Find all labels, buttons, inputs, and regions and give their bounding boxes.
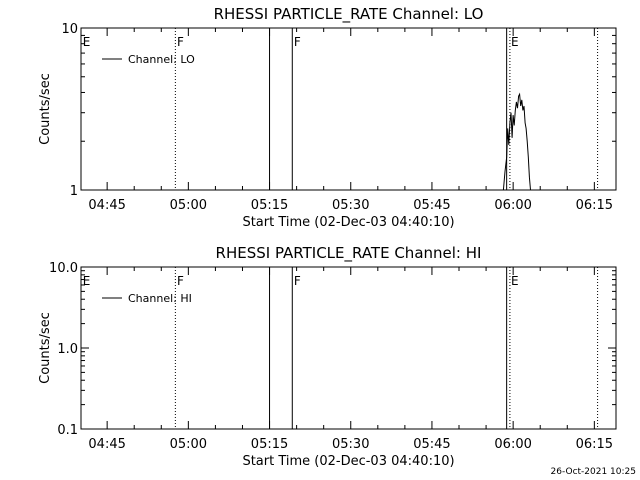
y-tick-label: 10	[61, 22, 78, 37]
x-tick-label: 05:30	[332, 437, 369, 452]
series-line	[502, 92, 531, 191]
x-tick-label: 06:00	[494, 198, 531, 213]
y-tick-label: 1.0	[57, 342, 78, 357]
legend-entry: Channel: LO	[128, 53, 195, 66]
event-marker-label: F	[294, 35, 301, 49]
event-marker-label: E	[511, 35, 519, 49]
x-axis-label: Start Time (02-Dec-03 04:40:10)	[242, 215, 454, 230]
y-tick-label: 0.1	[57, 423, 78, 438]
x-tick-label: 05:45	[413, 198, 450, 213]
y-axis-label: Counts/sec	[38, 312, 53, 384]
y-tick-label: 1	[70, 184, 78, 199]
footer-timestamp: 26-Oct-2021 10:25	[551, 467, 636, 477]
legend-entry: Channel: HI	[128, 292, 192, 305]
x-tick-label: 05:30	[332, 198, 369, 213]
x-tick-label: 05:15	[251, 198, 288, 213]
chart-title: RHESSI PARTICLE_RATE Channel: HI	[216, 244, 482, 263]
x-tick-label: 04:45	[88, 198, 125, 213]
event-marker-label: E	[83, 35, 91, 49]
y-tick-label: 10.0	[49, 261, 78, 276]
chart-title: RHESSI PARTICLE_RATE Channel: LO	[214, 5, 484, 24]
x-tick-label: 06:15	[576, 198, 613, 213]
x-tick-label: 04:45	[88, 437, 125, 452]
x-tick-label: 05:00	[170, 198, 207, 213]
event-marker-label: F	[177, 35, 184, 49]
x-axis-label: Start Time (02-Dec-03 04:40:10)	[242, 454, 454, 469]
event-marker-label: E	[83, 274, 91, 288]
event-marker-label: F	[294, 274, 301, 288]
y-axis-label: Counts/sec	[38, 73, 53, 145]
x-tick-label: 05:45	[413, 437, 450, 452]
x-tick-label: 06:00	[494, 437, 531, 452]
event-marker-label: F	[177, 274, 184, 288]
x-tick-label: 06:15	[576, 437, 613, 452]
x-tick-label: 05:00	[170, 437, 207, 452]
plot-frame	[80, 27, 617, 191]
event-marker-label: E	[511, 274, 519, 288]
x-tick-label: 05:15	[251, 437, 288, 452]
